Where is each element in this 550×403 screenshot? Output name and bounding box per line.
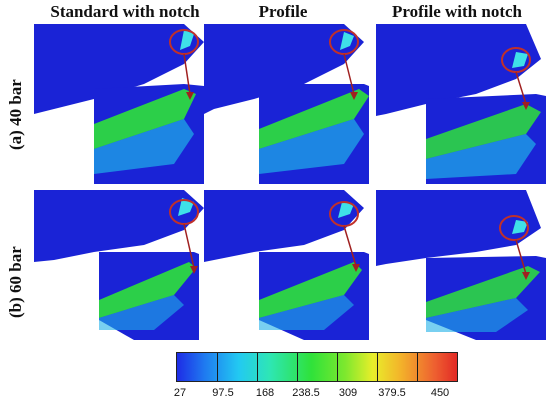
colorbar-divider — [417, 353, 418, 381]
column-title-profile: Profile — [258, 2, 308, 21]
colorbar-divider — [217, 353, 218, 381]
row-title-40-bar: (a) 40 bar — [6, 79, 25, 150]
column-title-profile-with-notch: Profile with notch — [391, 2, 522, 21]
colorbar-tick-label: 97.5 — [212, 387, 234, 399]
colorbar-tick-label: 27 — [173, 387, 187, 399]
panel-60bar-profile — [204, 190, 374, 350]
column-title-standard-with-notch: Standard with notch — [50, 2, 200, 21]
colorbar-divider — [257, 353, 258, 381]
colorbar-tick-label: 309 — [338, 387, 358, 399]
panel-60bar-profile-with-notch — [376, 190, 546, 350]
colorbar-tick-label: 379.5 — [378, 387, 406, 399]
panel-40bar-profile-with-notch — [376, 24, 546, 184]
colorbar-divider — [297, 353, 298, 381]
panel-40bar-profile — [204, 24, 374, 184]
colorbar-tick-label: 450 — [430, 387, 450, 399]
colorbar-tick-label: 238.5 — [292, 387, 320, 399]
colorbar-divider — [337, 353, 338, 381]
panel-40bar-standard-with-notch — [34, 24, 204, 184]
colorbar-divider — [377, 353, 378, 381]
row-title-60-bar: (b) 60 bar — [6, 246, 25, 318]
panel-60bar-standard-with-notch — [34, 190, 204, 350]
colorbar — [176, 352, 458, 382]
colorbar-tick-label: 168 — [255, 387, 275, 399]
